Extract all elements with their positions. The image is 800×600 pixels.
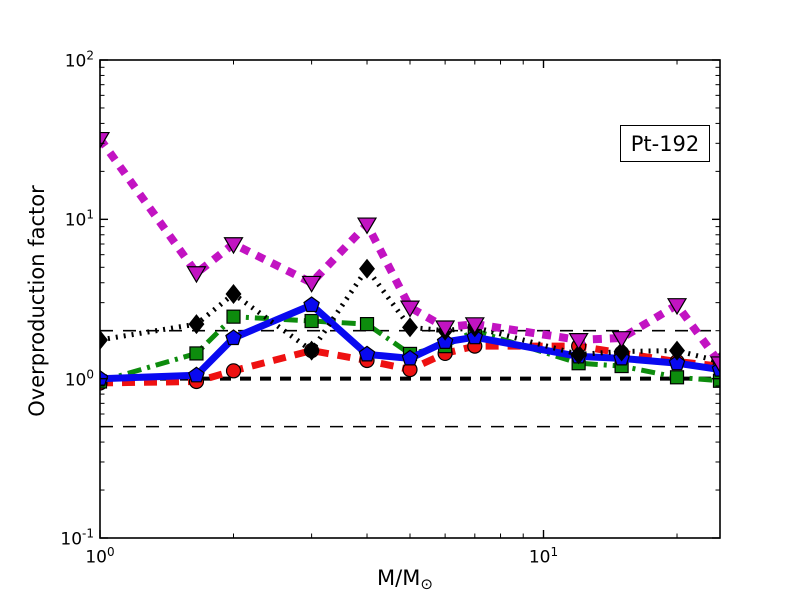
legend-label: Pt-192 xyxy=(630,131,700,156)
y-tick-label-10e0: 100 xyxy=(64,367,94,390)
y-axis-label: Overproduction factor xyxy=(25,185,49,417)
x-tick-label-10e1: 101 xyxy=(528,545,559,568)
series-magenta-dashed-triangles xyxy=(100,131,720,374)
axis-ticks xyxy=(99,59,720,539)
x-axis-label: M/M⊙ xyxy=(300,566,510,593)
y-tick-label-10e2: 102 xyxy=(64,48,94,72)
legend-box: Pt-192 xyxy=(620,125,710,162)
y-tick-label-10e1: 101 xyxy=(64,208,94,231)
x-tick-label-10e0: 100 xyxy=(85,545,115,568)
y-tick-label-10e-1: 10-1 xyxy=(60,526,94,550)
x-axis-label-main: M/M xyxy=(377,566,421,590)
sun-symbol: ⊙ xyxy=(420,575,433,593)
